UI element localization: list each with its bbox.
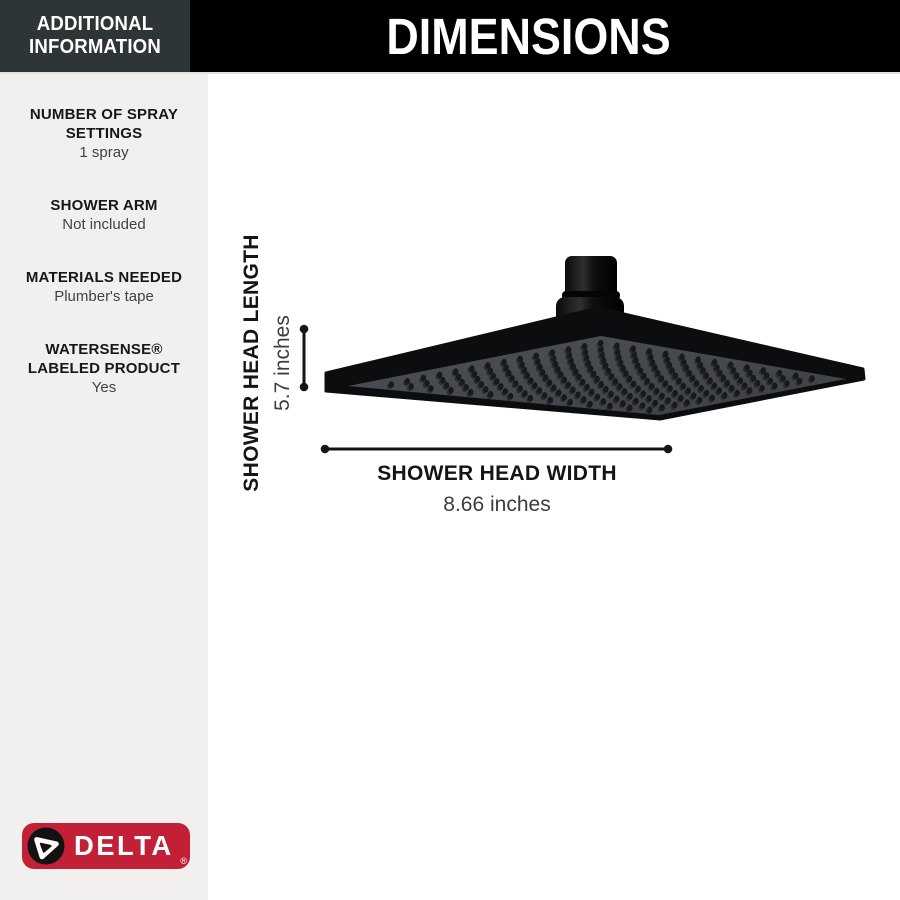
spec-item-materials-needed: MATERIALS NEEDED Plumber's tape — [0, 268, 208, 306]
dimensions-header: DIMENSIONS — [190, 0, 900, 72]
shower-head — [324, 306, 866, 421]
registered-mark: ® — [180, 856, 187, 866]
spec-value: Plumber's tape — [54, 288, 154, 305]
spec-item-shower-arm: SHOWER ARM Not included — [0, 196, 208, 234]
length-dimension-line — [299, 324, 309, 392]
delta-brand-text: DELTA — [74, 830, 174, 861]
page-title: DIMENSIONS — [386, 7, 672, 65]
spec-value: Not included — [62, 216, 146, 233]
sidebar: NUMBER OF SPRAY SETTINGS 1 spray SHOWER … — [0, 72, 208, 900]
spec-item-watersense: WATERSENSE® LABELED PRODUCT Yes — [0, 340, 208, 397]
spec-item-spray-settings: NUMBER OF SPRAY SETTINGS 1 spray — [0, 105, 208, 162]
delta-logo: DELTA ® — [22, 823, 190, 869]
spec-label: NUMBER OF SPRAY SETTINGS — [29, 106, 179, 142]
additional-information-title: ADDITIONAL INFORMATION — [29, 13, 161, 58]
spec-label: MATERIALS NEEDED — [25, 269, 183, 286]
spec-label: WATERSENSE® LABELED PRODUCT — [27, 341, 181, 377]
spec-value: Yes — [91, 379, 117, 396]
shower-head-length-label: SHOWER HEAD LENGTH — [240, 234, 263, 492]
shower-head-length-value: 5.7 inches — [271, 315, 294, 411]
header-band: ADDITIONAL INFORMATION DIMENSIONS — [0, 0, 900, 72]
shower-head-diagram — [299, 256, 866, 454]
header-divider — [0, 72, 900, 74]
nozzle-pattern — [387, 339, 815, 415]
spec-label: SHOWER ARM — [50, 197, 158, 214]
spec-value: 1 spray — [79, 144, 129, 161]
delta-triangle-icon — [27, 827, 65, 865]
shower-head-width-value: 8.66 inches — [443, 493, 551, 516]
width-dimension-line — [320, 444, 673, 454]
additional-information-header: ADDITIONAL INFORMATION — [0, 0, 190, 72]
shower-head-width-label: SHOWER HEAD WIDTH — [377, 462, 617, 485]
